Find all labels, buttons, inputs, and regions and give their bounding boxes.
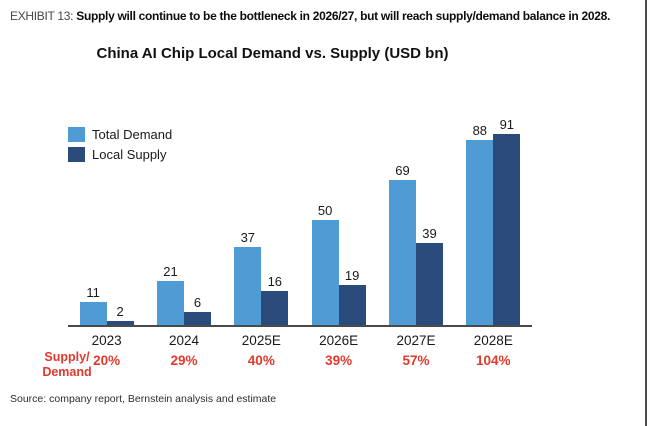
ratio-value: 20% <box>93 353 121 368</box>
bar-value-label: 21 <box>163 264 178 279</box>
ratio-value: 39% <box>325 353 353 368</box>
bar-col-supply: 2 <box>106 304 134 325</box>
bar-col-demand: 11 <box>79 285 107 325</box>
chart-legend: Total Demand Local Supply <box>68 127 172 162</box>
bar-total-demand-2024 <box>156 281 184 325</box>
bar-col-supply: 6 <box>183 295 211 325</box>
legend-swatch-local-supply <box>68 147 85 162</box>
bar-value-label: 16 <box>267 274 283 289</box>
bar-group-2027e: 69 39 <box>388 163 443 325</box>
x-axis-label: 2028E <box>473 333 513 348</box>
bar-group-2026e: 50 19 <box>311 203 366 325</box>
bar-group-2023: 11 2 <box>79 285 134 325</box>
x-axis-label: 2027E <box>396 333 436 348</box>
bar-total-demand-2028e <box>466 140 494 325</box>
bar-local-supply-2023 <box>106 321 134 325</box>
legend-label-local-supply: Local Supply <box>92 147 167 162</box>
page-edge-divider <box>645 0 647 426</box>
bar-group-2024: 21 6 <box>156 264 211 325</box>
bar-value-label: 2 <box>116 304 124 319</box>
bar-value-label: 50 <box>317 203 333 218</box>
chart-title: China AI Chip Local Demand vs. Supply (U… <box>96 45 449 62</box>
legend-entry-local-supply: Local Supply <box>68 147 172 162</box>
bar-col-demand: 50 <box>311 203 339 325</box>
bar-col-supply: 91 <box>493 117 521 325</box>
bar-value-label: 91 <box>499 117 515 132</box>
bar-value-label: 11 <box>86 285 100 300</box>
bar-value-label: 39 <box>422 226 437 241</box>
x-axis-label: 2024 <box>168 333 200 348</box>
bar-local-supply-2026e <box>338 285 366 325</box>
bar-col-demand: 69 <box>388 163 416 325</box>
bar-total-demand-2027e <box>388 180 416 325</box>
x-axis-label: 2023 <box>91 333 122 348</box>
legend-swatch-total-demand <box>68 127 85 142</box>
bar-value-label: 37 <box>240 230 256 245</box>
bar-group-2028e: 88 91 <box>466 117 521 325</box>
exhibit-number-label: EXHIBIT 13: <box>10 9 74 23</box>
bar-col-supply: 39 <box>415 226 443 325</box>
bar-chart-plot-area: Total Demand Local Supply 11 2 21 <box>68 107 532 327</box>
ratio-value: 40% <box>247 353 275 368</box>
bar-local-supply-2025e <box>261 291 289 325</box>
bar-col-demand: 88 <box>466 123 494 325</box>
ratio-value: 104% <box>476 353 511 368</box>
bar-col-demand: 21 <box>156 264 184 325</box>
supply-demand-row-label: Supply/ Demand <box>36 350 98 380</box>
supply-demand-row-label-line2: Demand <box>42 365 92 379</box>
exhibit-headline: Supply will continue to be the bottlenec… <box>76 9 611 23</box>
bar-total-demand-2023 <box>79 302 107 325</box>
bar-total-demand-2025e <box>234 247 262 325</box>
supply-demand-ratio-section: Supply/ Demand 20% 29% 40% 39% 57% 104% <box>0 350 650 379</box>
bar-value-label: 6 <box>193 295 202 310</box>
x-axis-label: 2025E <box>241 333 281 348</box>
x-axis-label: 2026E <box>319 333 359 348</box>
bar-local-supply-2024 <box>183 312 211 325</box>
ratio-value: 29% <box>170 353 198 368</box>
legend-entry-total-demand: Total Demand <box>68 127 172 142</box>
ratio-value: 57% <box>402 353 430 368</box>
bar-col-supply: 19 <box>338 268 366 325</box>
bar-total-demand-2026e <box>311 220 339 325</box>
bar-value-label: 69 <box>395 163 410 178</box>
exhibit-header: EXHIBIT 13: Supply will continue to be t… <box>0 0 650 24</box>
bar-value-label: 19 <box>344 268 360 283</box>
supply-demand-row-label-line1: Supply/ <box>44 350 90 364</box>
bar-col-supply: 16 <box>261 274 289 325</box>
source-note: Source: company report, Bernstein analys… <box>10 393 277 405</box>
x-axis-category-row: 2023 2024 2025E 2026E 2027E 2028E <box>68 327 532 348</box>
bar-local-supply-2028e <box>493 134 521 325</box>
bar-value-label: 88 <box>472 123 488 138</box>
supply-demand-ratio-row: 20% 29% 40% 39% 57% 104% <box>68 353 532 368</box>
legend-label-total-demand: Total Demand <box>92 127 173 142</box>
bar-local-supply-2027e <box>415 243 443 325</box>
bar-col-demand: 37 <box>234 230 262 325</box>
bar-group-2025e: 37 16 <box>234 230 289 325</box>
